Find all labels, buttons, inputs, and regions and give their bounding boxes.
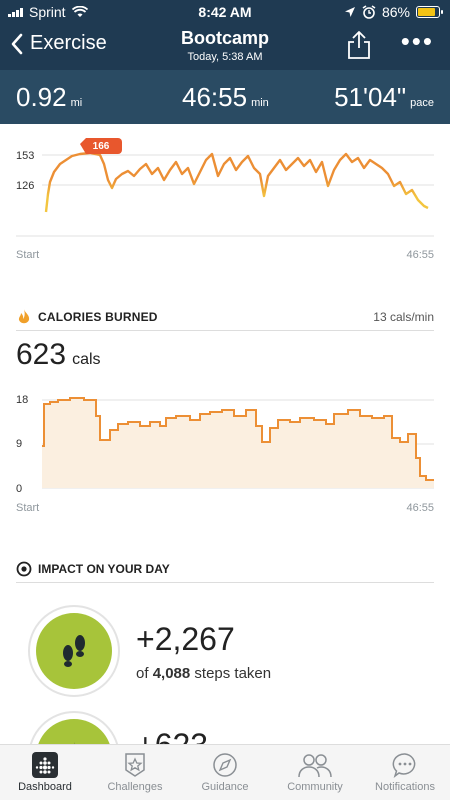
wifi-icon — [71, 6, 88, 17]
community-icon — [298, 754, 332, 778]
calories-total: 623 cals — [16, 338, 101, 372]
share-icon[interactable] — [346, 30, 372, 60]
tab-challenges[interactable]: Challenges — [90, 745, 180, 800]
footsteps-icon — [63, 635, 85, 667]
pace-unit: pace — [410, 97, 434, 109]
calories-title: CALORIES BURNED — [38, 310, 158, 324]
cal-start-label: Start — [16, 502, 39, 514]
impact-title: IMPACT ON YOUR DAY — [38, 562, 170, 576]
heart-rate-chart: 153 126 166 Start 46:55 — [16, 138, 434, 261]
chevron-left-icon — [11, 33, 23, 54]
tab-label: Guidance — [201, 781, 249, 793]
more-options-button[interactable]: ••• — [400, 26, 434, 56]
signal-icon — [8, 7, 23, 17]
calories-unit: cals — [72, 351, 101, 368]
tab-community[interactable]: Community — [270, 745, 360, 800]
distance-value: 0.92 — [16, 82, 67, 112]
page-title: Bootcamp Today, 5:38 AM — [0, 28, 450, 63]
battery-percent: 86% — [381, 4, 410, 20]
hr-tick-153: 153 — [16, 150, 34, 162]
carrier-label: Sprint — [29, 4, 66, 20]
metrics-bar: 0.92 mi 46:55 min 51'04" pace — [0, 70, 450, 124]
peak-badge: 166 — [80, 138, 122, 154]
back-label: Exercise — [30, 32, 107, 54]
header: Sprint 8:42 AM 86% Exe — [0, 0, 450, 124]
duration-unit: min — [251, 97, 269, 109]
steps-impact[interactable]: +2,267 of 4,088 steps taken — [0, 605, 450, 701]
dashboard-icon — [32, 752, 58, 778]
battery-icon — [416, 6, 443, 18]
cal-tick-0: 0 — [16, 483, 22, 495]
compass-icon — [213, 753, 237, 777]
calories-area — [42, 398, 434, 488]
steps-detail: of 4,088 steps taken — [136, 665, 271, 682]
tab-notifications[interactable]: Notifications — [360, 745, 450, 800]
calories-chart: 18 9 0 Start 46:55 — [16, 394, 434, 514]
tab-label: Dashboard — [18, 781, 72, 793]
cal-end-label: 46:55 — [406, 502, 434, 514]
hr-end-label: 46:55 — [406, 249, 434, 261]
duration-metric: 46:55 min — [182, 82, 269, 113]
impact-header: IMPACT ON YOUR DAY — [0, 555, 450, 585]
tab-guidance[interactable]: Guidance — [180, 745, 270, 800]
title-text: Bootcamp — [180, 28, 269, 48]
cal-tick-9: 9 — [16, 438, 22, 450]
clock: 8:42 AM — [198, 4, 252, 20]
steps-ring — [28, 605, 120, 697]
tab-dashboard[interactable]: Dashboard — [0, 745, 90, 800]
status-bar: Sprint 8:42 AM 86% — [0, 0, 450, 24]
distance-metric: 0.92 mi — [16, 82, 82, 113]
calories-line — [42, 397, 434, 481]
calories-value: 623 — [16, 338, 67, 371]
back-button[interactable]: Exercise — [10, 32, 107, 55]
calorie-rate: 13 cals/min — [373, 310, 434, 324]
steps-suffix: steps taken — [194, 665, 272, 682]
hr-tick-126: 126 — [16, 180, 34, 192]
peak-label: 166 — [93, 141, 110, 152]
divider — [16, 582, 434, 583]
nav-bar: Exercise Bootcamp Today, 5:38 AM ••• — [0, 26, 450, 66]
alarm-icon — [362, 5, 376, 19]
subtitle-text: Today, 5:38 AM — [187, 51, 263, 63]
target-icon — [16, 561, 32, 577]
pace-metric: 51'04" pace — [334, 82, 434, 113]
steps-prefix: of — [136, 665, 149, 682]
notifications-icon — [392, 753, 416, 778]
divider — [16, 330, 434, 331]
flame-icon — [18, 309, 30, 324]
calories-header: CALORIES BURNED 13 cals/min — [0, 300, 450, 330]
tab-bar: Dashboard Challenges Guidance — [0, 744, 450, 800]
hr-start-label: Start — [16, 249, 39, 261]
heart-rate-line — [44, 151, 429, 213]
distance-unit: mi — [70, 97, 83, 109]
cal-tick-18: 18 — [16, 394, 28, 406]
steps-total: 4,088 — [152, 665, 191, 682]
location-icon — [344, 7, 355, 17]
duration-value: 46:55 — [182, 82, 248, 112]
steps-delta: +2,267 — [136, 621, 235, 657]
tab-label: Notifications — [375, 781, 435, 793]
pace-value: 51'04" — [334, 82, 407, 112]
tab-label: Community — [287, 781, 343, 793]
challenges-icon — [125, 753, 145, 777]
tab-label: Challenges — [107, 781, 163, 793]
